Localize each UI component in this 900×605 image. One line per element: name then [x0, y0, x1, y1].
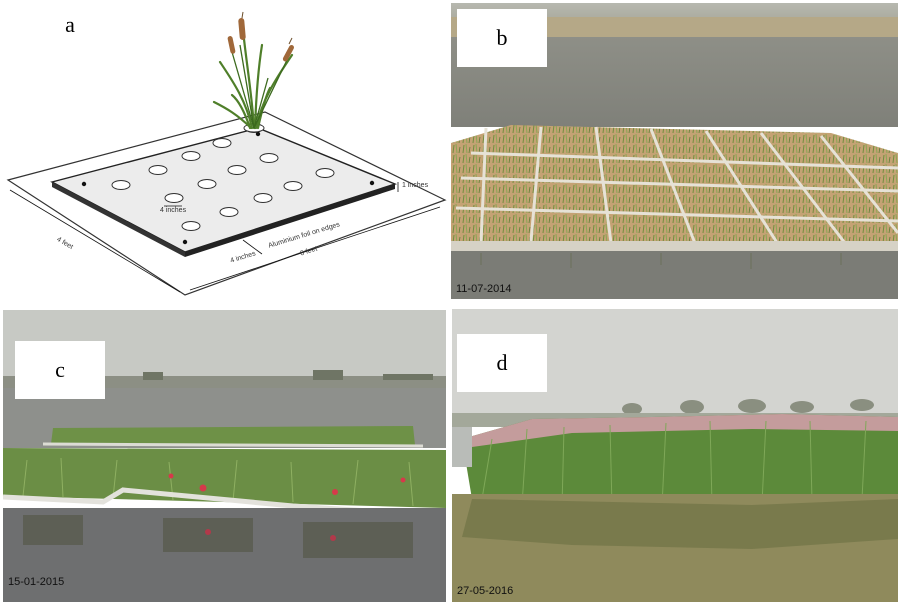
hole-diameter-label: 4 inches	[160, 207, 187, 214]
panel-a-diagram: a 1 inches 4 inches Aluminium foil on ed…	[0, 0, 450, 300]
panel-b-photo: b 11-07-2014	[451, 3, 898, 299]
panel-c-photo: c 15-01-2015	[3, 310, 446, 602]
plate-edge-right	[185, 184, 395, 257]
edge-offset-dim	[242, 239, 263, 255]
plate-edge-left	[52, 182, 185, 257]
reed-bed	[462, 414, 898, 509]
width-dim-line	[9, 189, 181, 293]
panel-b-label: b	[457, 9, 547, 67]
reflections	[480, 253, 842, 269]
anchor-dots	[81, 131, 375, 245]
floating-platform-diagram	[6, 11, 447, 296]
panel-d-label: d	[457, 334, 547, 392]
distant-trees	[622, 399, 874, 415]
panel-d-photo: d 27-05-2016	[452, 309, 898, 602]
panel-a-label: a	[52, 8, 88, 42]
red-flowers	[168, 473, 406, 495]
reed-plumes	[462, 414, 898, 447]
cattail-plant	[212, 11, 294, 133]
length-dim-line	[189, 206, 441, 291]
back-plot	[51, 426, 415, 445]
foreground-water	[451, 251, 898, 299]
panel-c-label: c	[15, 341, 105, 399]
thickness-label: 1 inches	[402, 182, 429, 189]
panel-b-date: 11-07-2014	[456, 283, 512, 295]
photo-d-scene	[452, 309, 898, 602]
photo-b-scene	[451, 3, 898, 299]
panel-c-date: 15-01-2015	[8, 576, 65, 588]
panel-d-date: 27-05-2016	[457, 585, 514, 597]
